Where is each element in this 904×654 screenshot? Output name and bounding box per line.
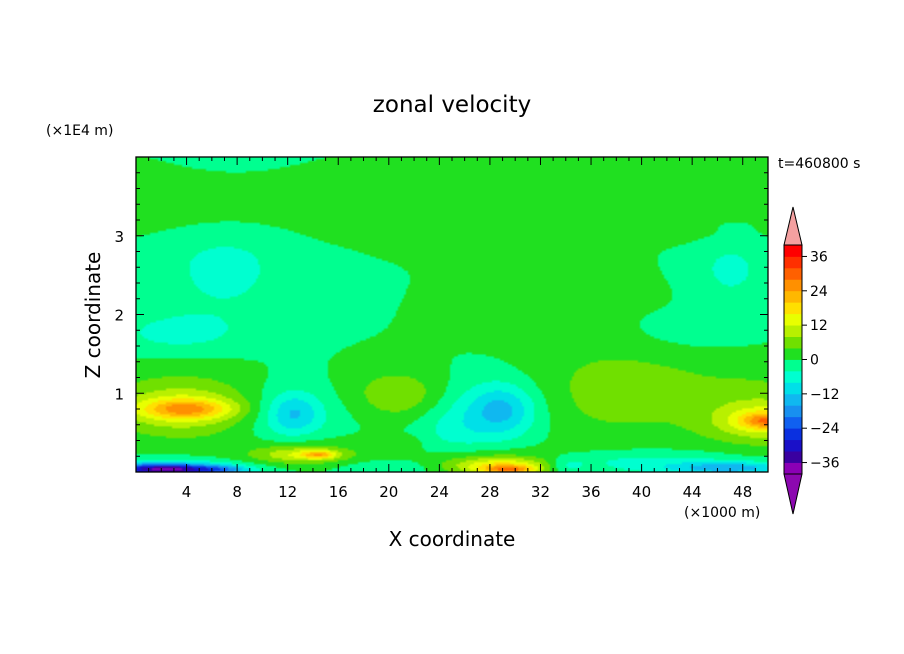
y-unit-label: (×1E4 m) [46, 123, 113, 139]
colorbar-swatch [784, 348, 802, 360]
x-tick-label: 16 [329, 483, 348, 501]
x-tick-label: 28 [480, 483, 499, 501]
colorbar-swatch [784, 313, 802, 326]
colorbar-tick-label: −12 [810, 387, 840, 403]
time-label: t=460800 s [778, 156, 860, 172]
colorbar-tick-label: −36 [810, 456, 840, 472]
x-unit-label: (×1000 m) [684, 505, 760, 521]
colorbar-swatch [784, 382, 802, 395]
x-tick-label: 8 [232, 483, 242, 501]
colorbar-swatch [784, 405, 802, 418]
x-tick-label: 48 [733, 483, 752, 501]
x-tick-label: 36 [581, 483, 600, 501]
colorbar-swatch [784, 428, 802, 441]
x-tick-label: 44 [683, 483, 702, 501]
colorbar-over-arrow [783, 206, 803, 246]
colorbar-tick-label: 12 [810, 318, 828, 334]
colorbar-tick-label: 0 [810, 353, 819, 369]
x-tick-label: 40 [632, 483, 651, 501]
y-tick-label: 2 [114, 307, 124, 325]
x-axis-label: X coordinate [389, 527, 516, 551]
colorbar-swatch [784, 416, 802, 429]
colorbar-swatch [784, 370, 802, 383]
colorbar-swatch [784, 462, 802, 475]
plot-area [135, 156, 769, 473]
x-tick-label: 24 [430, 483, 449, 501]
y-axis-label: Z coordinate [81, 252, 105, 379]
colorbar-swatch [784, 325, 802, 337]
colorbar-swatch [784, 256, 802, 269]
chart-title: zonal velocity [373, 92, 531, 118]
colorbar-swatch [784, 393, 802, 406]
colorbar: 36 24 12 0 −12 −24 −36 [783, 206, 840, 515]
colorbar-swatch [784, 279, 802, 292]
x-tick-label: 20 [379, 483, 398, 501]
y-axis: 1 2 3 [114, 172, 768, 457]
colorbar-tick-label: 24 [810, 284, 828, 300]
colorbar-swatch [784, 439, 802, 452]
colorbar-tick-label: −24 [810, 421, 840, 437]
colorbar-under-arrow [783, 473, 803, 515]
colorbar-swatch [784, 451, 802, 463]
colorbar-swatch [784, 245, 802, 257]
x-tick-label: 4 [182, 483, 192, 501]
velocity-field [136, 157, 768, 472]
colorbar-tick-label: 36 [810, 249, 828, 265]
x-tick-label: 12 [278, 483, 297, 501]
colorbar-swatch [784, 336, 802, 349]
colorbar-swatch [784, 359, 802, 372]
x-axis: 4 8 12 16 20 24 28 32 36 40 44 48 [148, 157, 756, 501]
x-tick-label: 32 [531, 483, 550, 501]
colorbar-swatch [784, 290, 802, 303]
colorbar-swatch [784, 302, 802, 315]
y-tick-label: 1 [114, 385, 124, 403]
colorbar-swatch [784, 267, 802, 280]
y-tick-label: 3 [114, 228, 124, 246]
